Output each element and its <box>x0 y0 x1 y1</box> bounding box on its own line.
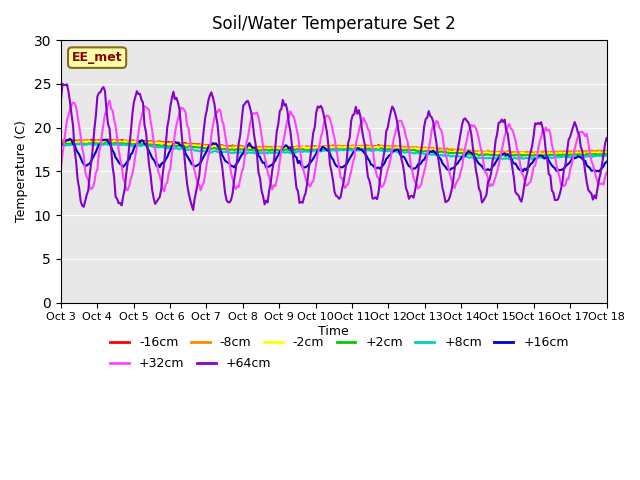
+8cm <box>575 154 583 159</box>
+2cm <box>239 147 247 153</box>
+16cm <box>66 136 74 142</box>
-8cm <box>239 144 247 150</box>
-2cm <box>297 145 305 151</box>
-2cm <box>239 145 247 151</box>
Legend: +32cm, +64cm: +32cm, +64cm <box>106 352 276 375</box>
+32cm <box>575 130 583 135</box>
+8cm <box>603 153 611 159</box>
-8cm <box>248 144 256 150</box>
+16cm <box>221 157 229 163</box>
-2cm <box>603 149 611 155</box>
+2cm <box>57 142 65 147</box>
-16cm <box>104 137 112 143</box>
Line: -8cm: -8cm <box>61 140 607 153</box>
-16cm <box>239 144 247 149</box>
-16cm <box>551 151 559 157</box>
-2cm <box>110 138 118 144</box>
+2cm <box>575 151 583 157</box>
-8cm <box>603 148 611 154</box>
-8cm <box>84 137 92 143</box>
+32cm <box>106 98 113 104</box>
Line: +8cm: +8cm <box>61 144 607 159</box>
-8cm <box>297 144 305 150</box>
+64cm <box>189 207 197 213</box>
+8cm <box>239 150 247 156</box>
Line: -16cm: -16cm <box>61 140 607 154</box>
+32cm <box>125 182 133 188</box>
+8cm <box>57 142 65 148</box>
Line: +16cm: +16cm <box>61 139 607 171</box>
-16cm <box>125 138 133 144</box>
+32cm <box>161 189 168 194</box>
+16cm <box>519 168 527 174</box>
Y-axis label: Temperature (C): Temperature (C) <box>15 120 28 222</box>
+2cm <box>221 146 229 152</box>
-16cm <box>575 150 583 156</box>
-16cm <box>57 138 65 144</box>
+32cm <box>223 140 230 146</box>
+2cm <box>603 151 611 157</box>
+16cm <box>248 145 256 151</box>
+8cm <box>248 150 256 156</box>
+8cm <box>528 156 536 162</box>
+2cm <box>538 153 545 159</box>
+8cm <box>297 149 305 155</box>
+8cm <box>221 149 229 155</box>
-2cm <box>57 140 65 145</box>
+32cm <box>57 165 65 171</box>
+64cm <box>241 101 249 107</box>
+64cm <box>223 197 230 203</box>
+64cm <box>59 81 67 87</box>
-2cm <box>248 145 256 151</box>
-2cm <box>221 144 229 150</box>
+64cm <box>575 132 583 138</box>
+8cm <box>77 141 84 146</box>
-16cm <box>603 150 611 156</box>
Title: Soil/Water Temperature Set 2: Soil/Water Temperature Set 2 <box>212 15 456 33</box>
-2cm <box>125 140 133 145</box>
-16cm <box>297 145 305 151</box>
+16cm <box>239 150 247 156</box>
+16cm <box>575 154 583 160</box>
+32cm <box>250 110 258 116</box>
+16cm <box>57 143 65 149</box>
Line: +2cm: +2cm <box>61 143 607 156</box>
-16cm <box>248 144 256 150</box>
+16cm <box>125 156 133 162</box>
-2cm <box>575 151 583 157</box>
-8cm <box>525 150 533 156</box>
+8cm <box>125 142 133 148</box>
+32cm <box>299 164 307 170</box>
+16cm <box>603 159 611 165</box>
+64cm <box>57 98 65 104</box>
Line: +64cm: +64cm <box>61 84 607 210</box>
-16cm <box>221 143 229 149</box>
Line: +32cm: +32cm <box>61 101 607 192</box>
Line: -2cm: -2cm <box>61 141 607 155</box>
-2cm <box>530 152 538 157</box>
+64cm <box>250 131 258 137</box>
X-axis label: Time: Time <box>318 325 349 338</box>
+2cm <box>297 147 305 153</box>
-8cm <box>57 139 65 144</box>
-8cm <box>575 148 583 154</box>
+2cm <box>248 147 256 153</box>
Text: EE_met: EE_met <box>72 51 122 64</box>
+16cm <box>297 162 305 168</box>
-8cm <box>125 138 133 144</box>
+64cm <box>125 143 133 149</box>
+64cm <box>299 200 307 206</box>
+2cm <box>125 142 133 147</box>
+64cm <box>603 135 611 141</box>
+2cm <box>112 140 120 145</box>
+32cm <box>603 169 611 175</box>
+32cm <box>241 154 249 159</box>
-8cm <box>221 144 229 149</box>
